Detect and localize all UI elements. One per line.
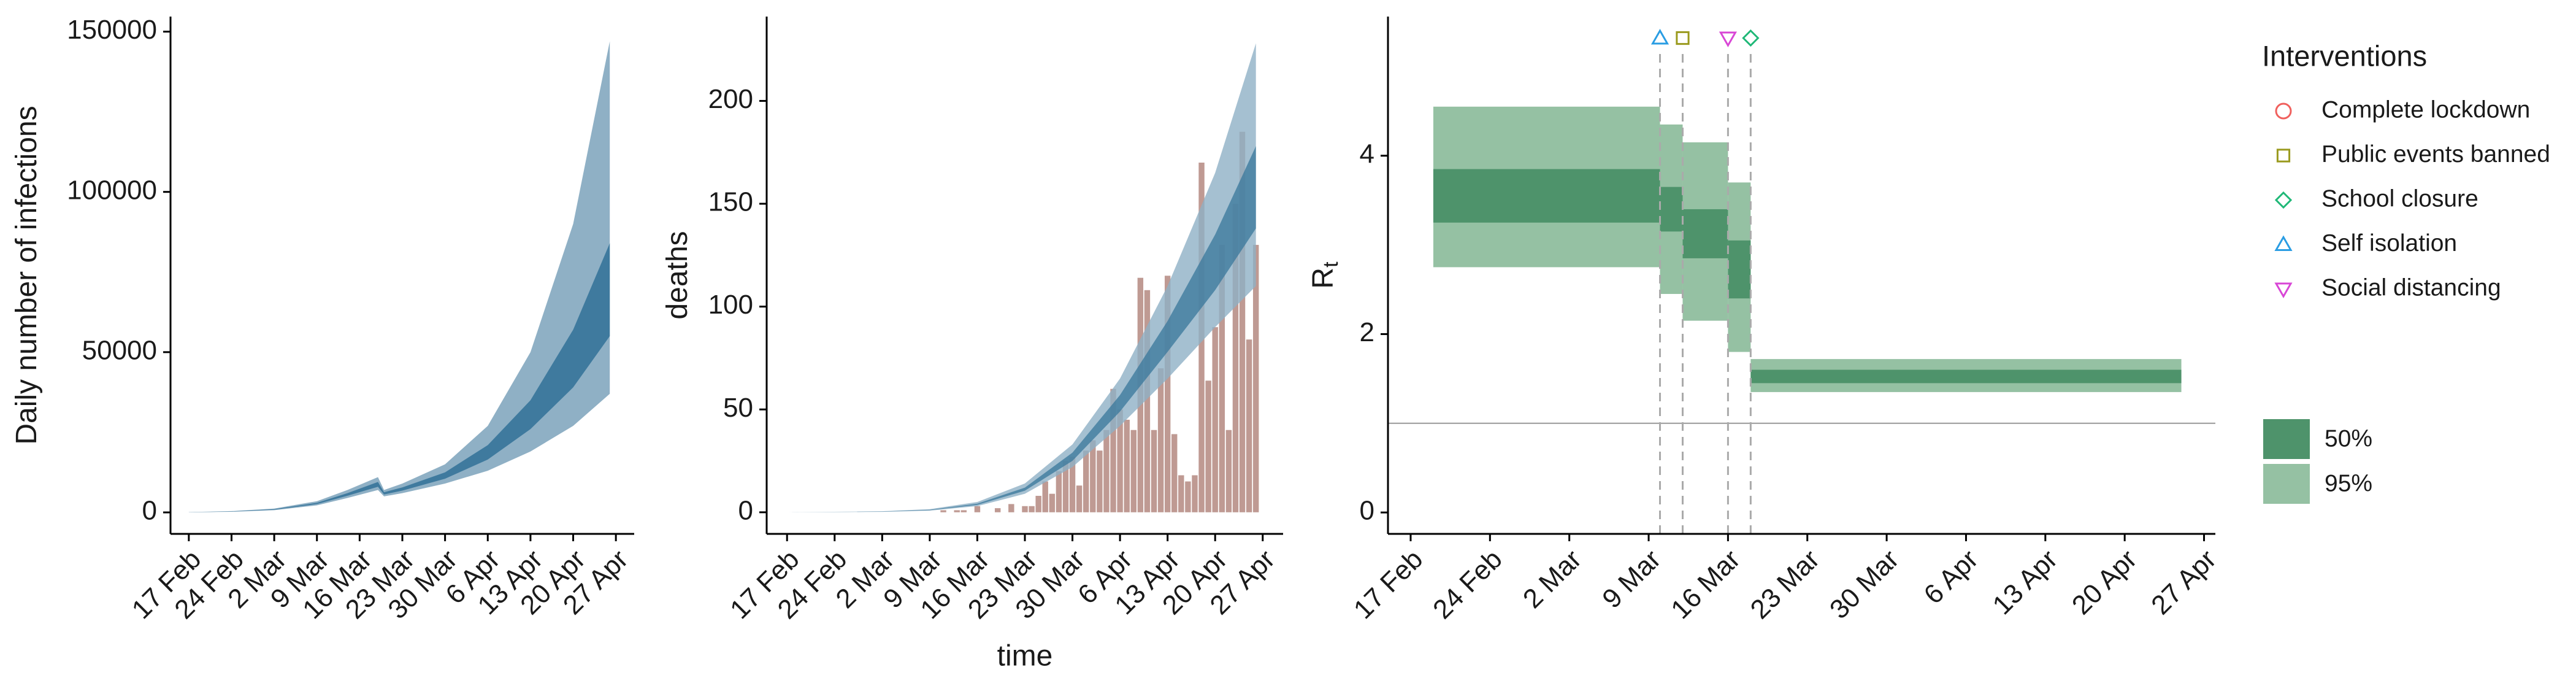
bar — [1035, 495, 1041, 512]
y-tick-label: 50 — [723, 393, 753, 423]
intervention-marker — [1676, 31, 1690, 45]
bar — [1232, 204, 1239, 512]
rt-band — [1728, 240, 1751, 299]
bar — [1069, 457, 1076, 512]
bar — [1097, 450, 1103, 512]
intervention-marker — [1719, 31, 1737, 48]
x-tick-label: 24 Feb — [1427, 544, 1508, 625]
y-axis-label-subscript: t — [1319, 261, 1343, 268]
y-tick-label: 2 — [1360, 317, 1374, 347]
bar — [1130, 430, 1137, 512]
rt-band — [1682, 209, 1728, 258]
y-axis-label-text: deaths — [661, 231, 694, 319]
y-tick-label: 4 — [1360, 139, 1374, 169]
legend-label: 50% — [2325, 425, 2372, 452]
legend-symbol — [2274, 235, 2293, 251]
x-tick-label: 2 Mar — [1517, 544, 1587, 614]
bar — [1110, 388, 1116, 512]
bar — [1157, 368, 1164, 512]
legend-title: Interventions — [2262, 39, 2427, 72]
legend-label: 95% — [2325, 470, 2372, 496]
y-tick-label: 0 — [142, 496, 157, 526]
bar — [1171, 434, 1178, 512]
legend-label: Self isolation — [2321, 230, 2457, 257]
bar — [1212, 327, 1218, 512]
y-axis-label: Daily number of infections — [10, 106, 43, 444]
y-tick-label: 100000 — [67, 175, 157, 205]
bar — [1225, 430, 1232, 512]
band — [188, 41, 610, 512]
x-axis-label: time — [997, 640, 1053, 673]
legend-swatch — [2263, 419, 2310, 459]
bar — [1083, 450, 1089, 512]
y-tick-label: 0 — [1360, 496, 1374, 526]
x-tick-label: 13 Apr — [1987, 544, 2063, 621]
legend-swatch — [2263, 464, 2310, 504]
intervention-marker — [1650, 28, 1669, 45]
bar — [960, 510, 967, 512]
bar — [1062, 461, 1069, 512]
bar — [1056, 471, 1062, 512]
y-tick-label: 200 — [708, 84, 753, 114]
x-tick-label: 23 Mar — [1745, 544, 1825, 625]
legend-symbol — [2274, 191, 2293, 209]
bar — [1192, 475, 1198, 512]
bar — [954, 510, 960, 512]
bar — [1151, 430, 1157, 512]
legend-symbol — [2275, 102, 2292, 120]
legend-label: School closure — [2321, 185, 2478, 212]
y-tick-label: 150000 — [67, 15, 157, 45]
y-tick-label: 100 — [708, 290, 753, 320]
y-axis-label: deaths — [661, 231, 694, 319]
bar — [1144, 290, 1151, 512]
band — [787, 43, 1256, 512]
legend-label: Social distancing — [2321, 274, 2501, 301]
x-tick-label: 30 Mar — [1824, 544, 1904, 625]
band — [188, 243, 610, 512]
legend-label: Complete lockdown — [2321, 96, 2530, 123]
bar — [1008, 504, 1014, 512]
bar — [1178, 475, 1184, 512]
bar — [1076, 485, 1083, 512]
bar — [1117, 409, 1123, 512]
x-tick-label: 9 Mar — [1597, 544, 1666, 614]
bar — [1029, 506, 1035, 512]
rt-band — [1750, 369, 2182, 384]
bar — [1042, 481, 1048, 512]
y-axis-label-text: R — [1307, 268, 1340, 289]
x-tick-label: 6 Apr — [1918, 544, 1984, 610]
y-tick-label: 150 — [708, 187, 753, 217]
bar — [1239, 131, 1246, 512]
intervention-marker — [1742, 29, 1760, 47]
x-tick-label: 16 Mar — [1665, 544, 1746, 625]
bar — [1205, 380, 1211, 512]
y-axis-label: Rt — [1307, 261, 1343, 289]
legend-symbol — [2274, 282, 2293, 299]
bar — [1246, 339, 1252, 512]
bar — [1185, 481, 1191, 512]
x-tick-label: 20 Apr — [2066, 544, 2143, 621]
bar — [1252, 245, 1259, 512]
y-axis-label-text: Daily number of infections — [10, 106, 43, 444]
bar — [940, 510, 946, 512]
rt-band — [1660, 187, 1683, 232]
bar — [1103, 430, 1110, 512]
bar — [994, 508, 1001, 512]
y-tick-label: 50000 — [82, 335, 157, 365]
bar — [974, 506, 981, 512]
y-tick-label: 0 — [738, 495, 753, 525]
bar — [1164, 276, 1171, 512]
x-tick-label: 27 Apr — [2145, 544, 2222, 621]
bar — [1090, 440, 1096, 512]
x-tick-label: 17 Feb — [1348, 544, 1429, 625]
legend-label: Public events banned — [2321, 141, 2550, 168]
bar — [1049, 493, 1056, 512]
legend-symbol — [2276, 149, 2291, 163]
bar — [1022, 506, 1028, 512]
bar — [1124, 419, 1130, 512]
rt-band — [1433, 169, 1660, 223]
bar — [1219, 245, 1225, 512]
